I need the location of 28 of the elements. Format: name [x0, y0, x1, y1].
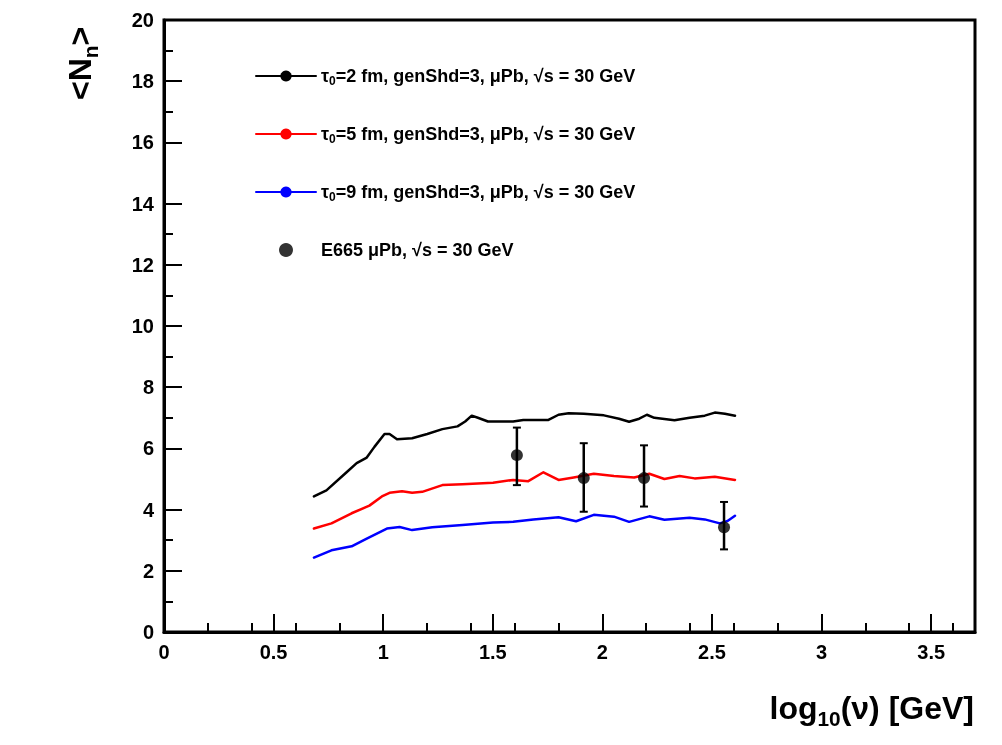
x-tick-label: 2 — [596, 641, 608, 663]
line-series — [312, 513, 737, 559]
point — [510, 449, 523, 462]
legend-label: E665 μPb, √s = 30 GeV — [321, 240, 514, 260]
y-tick-label: 6 — [142, 437, 154, 460]
y-tick-label: 12 — [131, 253, 154, 276]
x-tick-label: 1.5 — [478, 641, 507, 663]
y-tick-label: 10 — [131, 315, 154, 337]
point — [638, 472, 651, 485]
x-tick-label: 3 — [816, 641, 828, 663]
x-axis-title: log$_{10}$(ν) [GeV] — [769, 690, 974, 732]
point — [577, 472, 590, 485]
y-tick-label: 14 — [131, 192, 155, 215]
y-tick-label: 8 — [142, 376, 154, 399]
y-tick-label: 18 — [131, 70, 154, 93]
y-tick-label: 2 — [142, 559, 154, 582]
line-series — [312, 411, 737, 498]
x-tick-label: 1 — [377, 641, 389, 663]
point — [718, 521, 731, 534]
line-series — [312, 471, 737, 530]
y-tick-label: 16 — [131, 131, 154, 154]
y-tick-label: 0 — [142, 621, 154, 643]
x-tick-label: 0 — [158, 641, 170, 663]
x-tick-label: 0.5 — [259, 641, 288, 663]
y-tick-label: 20 — [131, 9, 154, 31]
x-tick-label: 3.5 — [917, 641, 946, 663]
y-tick-label: 4 — [142, 498, 155, 521]
x-tick-label: 2.5 — [698, 641, 726, 663]
